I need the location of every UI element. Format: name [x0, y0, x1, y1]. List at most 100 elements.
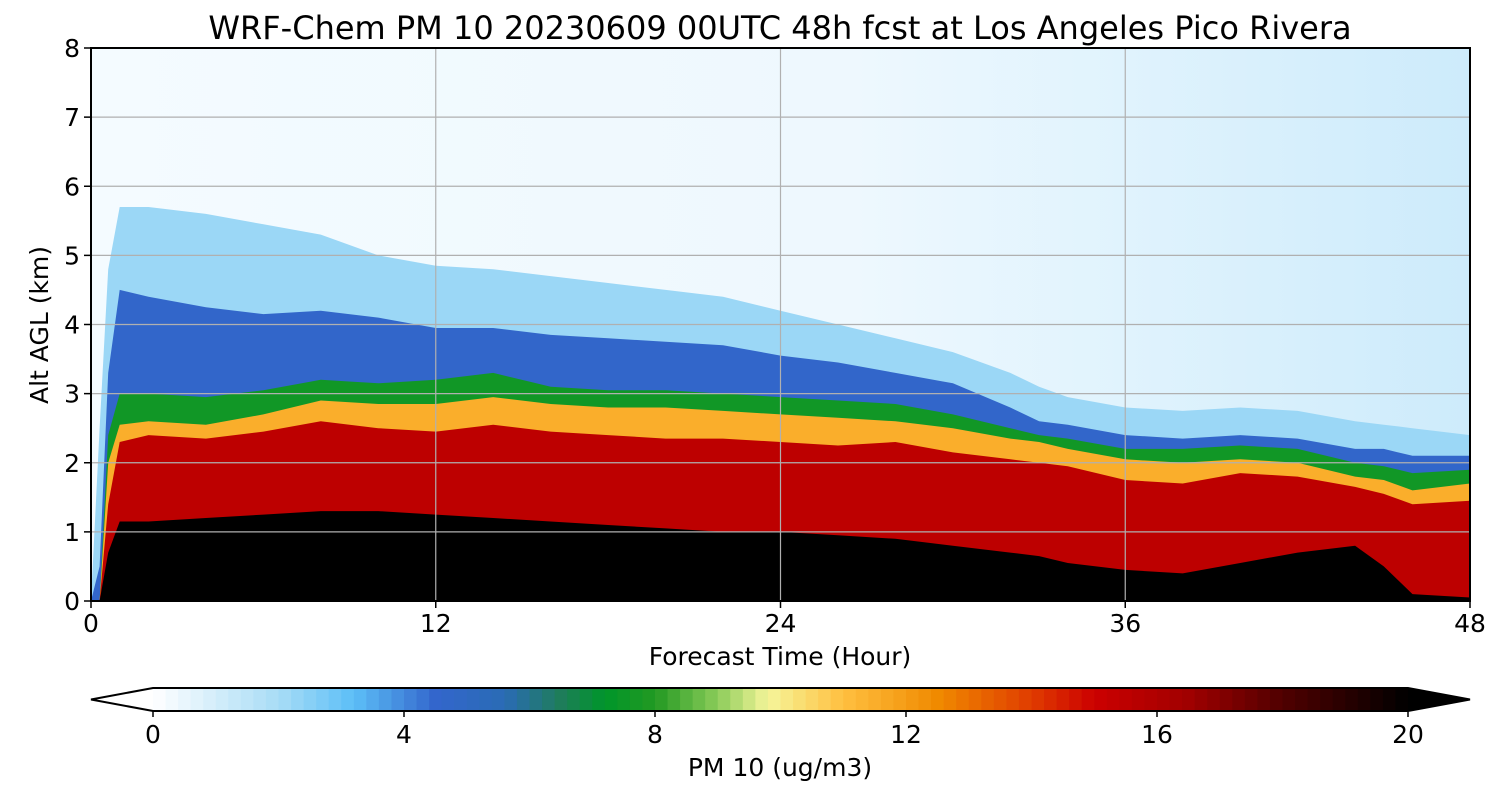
colorbar-segment [153, 688, 167, 711]
colorbar-segment [1257, 688, 1271, 711]
colorbar-segment [1244, 688, 1258, 711]
colorbar-segment [366, 688, 380, 711]
colorbar-segment [554, 688, 568, 711]
colorbar-segment [215, 688, 229, 711]
colorbar-segment [855, 688, 869, 711]
x-tick-label: 36 [1109, 609, 1141, 638]
colorbar-segment [178, 688, 192, 711]
grid [91, 48, 1470, 601]
colorbar-segment [1370, 688, 1384, 711]
x-tick-label: 0 [83, 609, 99, 638]
colorbar-segment [1357, 688, 1371, 711]
colorbar-segment [316, 688, 330, 711]
colorbar-segment [353, 688, 367, 711]
y-tick-label: 7 [64, 103, 80, 132]
colorbar-segment [1382, 688, 1397, 711]
colorbar-segment [1018, 688, 1033, 711]
colorbar-tick-label: 8 [647, 720, 663, 749]
colorbar-segment [931, 688, 945, 711]
colorbar-segment [1144, 688, 1158, 711]
colorbar-segment [1081, 688, 1095, 711]
colorbar-segment [190, 688, 204, 711]
y-tick-label: 8 [64, 34, 80, 63]
colorbar-segment [253, 688, 267, 711]
colorbar-segment [680, 688, 694, 711]
y-tick-label: 4 [64, 311, 80, 340]
colorbar-segment [1307, 688, 1321, 711]
colorbar-segment [491, 688, 505, 711]
colorbar-segment [404, 688, 418, 711]
colorbar-segment [742, 688, 756, 711]
colorbar-segment [466, 688, 480, 711]
colorbar-segment [1056, 688, 1070, 711]
y-axis-label: Alt AGL (km) [25, 246, 54, 404]
colorbar-segment [1232, 688, 1246, 711]
colorbar-segment [818, 688, 832, 711]
colorbar-segment [617, 688, 631, 711]
colorbar-segment [203, 688, 217, 711]
colorbar-segment [504, 688, 518, 711]
colorbar-tick-label: 12 [890, 720, 922, 749]
x-tick-label: 24 [765, 609, 797, 638]
colorbar-min-extend [91, 688, 153, 711]
colorbar-segment [629, 688, 644, 711]
colorbar-segment [1269, 688, 1284, 711]
colorbar-segment [265, 688, 280, 711]
colorbar-segment [516, 688, 531, 711]
colorbar: 0 4 8 12 16 20 [90, 687, 1471, 749]
colorbar-segment [592, 688, 606, 711]
colorbar-tick-label: 4 [396, 720, 412, 749]
colorbar-segment [303, 688, 317, 711]
colorbar-segment [1345, 688, 1359, 711]
colorbar-label: PM 10 (ug/m3) [688, 753, 872, 782]
colorbar-segment [981, 688, 995, 711]
colorbar-segment [956, 688, 970, 711]
colorbar-segment [793, 688, 807, 711]
colorbar-segment [1332, 688, 1346, 711]
colorbar-segment [278, 688, 292, 711]
y-tick-label: 5 [64, 241, 80, 270]
colorbar-segment [378, 688, 393, 711]
colorbar-segment [291, 688, 305, 711]
colorbar-segment [542, 688, 556, 711]
colorbar-segment [868, 688, 882, 711]
colorbar-segment [805, 688, 819, 711]
x-tick-label: 12 [420, 609, 452, 638]
colorbar-segment [1131, 688, 1146, 711]
chart-title: WRF-Chem PM 10 20230609 00UTC 48h fcst a… [208, 9, 1351, 47]
colorbar-segment [893, 688, 907, 711]
colorbar-segment [1207, 688, 1221, 711]
y-tick-label: 6 [64, 172, 80, 201]
colorbar-segment [1069, 688, 1083, 711]
colorbar-segment [1194, 688, 1208, 711]
colorbar-segment [228, 688, 242, 711]
colorbar-segment [391, 688, 405, 711]
colorbar-segment [767, 688, 782, 711]
colorbar-segment [1169, 688, 1183, 711]
colorbar-segment [1320, 688, 1334, 711]
colorbar-segment [692, 688, 706, 711]
colorbar-segment [1395, 688, 1409, 711]
colorbar-segment [943, 688, 957, 711]
colorbar-segment [1044, 688, 1058, 711]
colorbar-tick-label: 16 [1141, 720, 1173, 749]
colorbar-segment [441, 688, 455, 711]
colorbar-segment [567, 688, 581, 711]
colorbar-segment [1219, 688, 1233, 711]
x-tick-label: 48 [1454, 609, 1486, 638]
colorbar-segment [1157, 688, 1171, 711]
y-tick-label: 2 [64, 449, 80, 478]
colorbar-max-extend [1408, 688, 1470, 711]
y-axis: 0 1 2 3 4 5 6 7 8 [64, 34, 91, 616]
colorbar-segment [780, 688, 794, 711]
y-tick-label: 0 [64, 587, 80, 616]
colorbar-segment [240, 688, 254, 711]
colorbar-segment [705, 688, 719, 711]
x-axis: 0 12 24 36 48 [83, 601, 1486, 638]
colorbar-segment [1094, 688, 1108, 711]
y-tick-label: 3 [64, 380, 80, 409]
colorbar-segment [429, 688, 443, 711]
x-axis-label: Forecast Time (Hour) [649, 642, 912, 671]
colorbar-segment [579, 688, 593, 711]
